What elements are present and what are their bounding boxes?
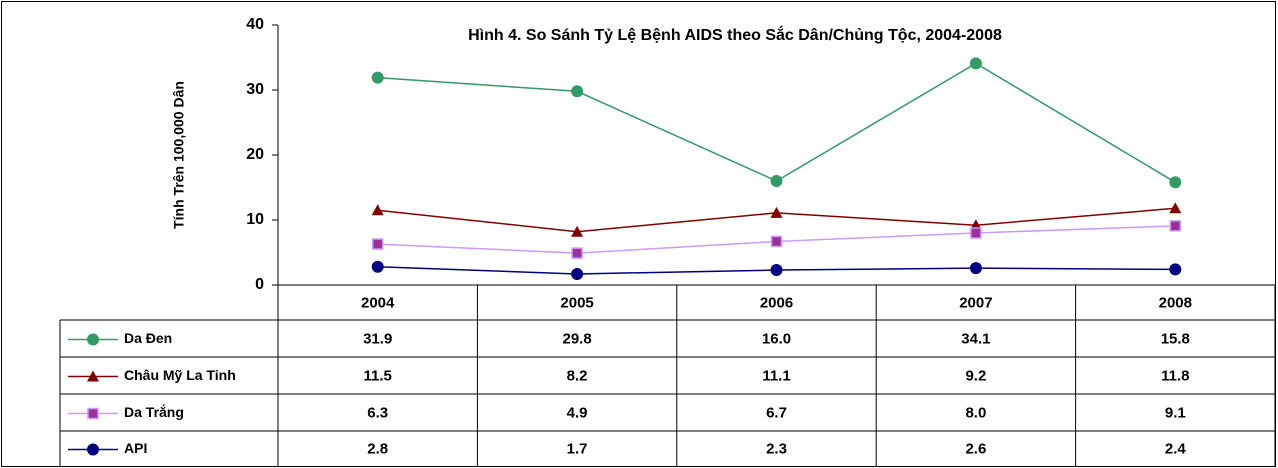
data-point	[969, 57, 982, 70]
y-tick-label: 20	[246, 146, 264, 163]
data-label: 9.2	[965, 367, 986, 384]
data-label: 6.3	[367, 404, 388, 421]
legend-marker	[87, 407, 99, 420]
data-point	[371, 260, 384, 273]
data-label: 31.9	[363, 330, 392, 347]
legend-marker	[87, 333, 99, 346]
data-point	[571, 225, 584, 237]
data-point	[371, 238, 384, 250]
data-label: 4.9	[567, 404, 588, 421]
data-point	[571, 247, 583, 259]
data-point	[970, 227, 982, 239]
legend-marker	[87, 443, 99, 456]
data-point	[1169, 202, 1182, 214]
y-tick-label: 30	[246, 81, 264, 98]
data-point	[770, 264, 783, 277]
data-point	[1169, 176, 1182, 189]
legend-marker	[87, 370, 99, 382]
x-tick-label: 2004	[361, 294, 395, 311]
data-point	[571, 267, 584, 280]
data-label: 34.1	[961, 330, 990, 347]
data-label: 2.4	[1165, 440, 1187, 457]
data-label: 8.2	[567, 367, 588, 384]
y-axis-label: Tính Trên 100,000 Dân	[171, 81, 187, 229]
x-tick-label: 2007	[959, 294, 992, 311]
data-label: 6.7	[766, 404, 787, 421]
data-label: 9.1	[1165, 404, 1186, 421]
data-label: 11.8	[1161, 367, 1189, 384]
chart-title: Hình 4. So Sánh Tỷ Lệ Bệnh AIDS theo Sắc…	[468, 25, 1002, 44]
data-point	[571, 85, 584, 98]
data-point	[1169, 263, 1182, 276]
x-tick-label: 2005	[560, 294, 593, 311]
data-label: 2.8	[367, 440, 388, 457]
x-tick-label: 2008	[1159, 294, 1192, 311]
data-label: 11.5	[364, 367, 392, 384]
data-label: 1.7	[567, 440, 588, 457]
data-label: 2.6	[965, 440, 986, 457]
data-point	[770, 235, 783, 248]
data-label: 16.0	[762, 330, 791, 347]
y-tick-label: 40	[246, 16, 264, 33]
data-label: 15.8	[1161, 330, 1190, 347]
data-label: 29.8	[562, 330, 591, 347]
legend-label: Da Đen	[124, 330, 172, 346]
legend-label: API	[124, 440, 147, 456]
legend-label: Da Trắng	[124, 403, 184, 420]
data-point	[371, 71, 384, 84]
data-point	[770, 206, 783, 218]
data-point	[969, 262, 982, 275]
data-label: 8.0	[965, 404, 986, 421]
data-label: 2.3	[766, 440, 787, 457]
data-point	[770, 175, 783, 187]
data-label: 11.1	[762, 367, 790, 384]
y-tick-label: 10	[246, 211, 264, 228]
data-point	[1169, 220, 1182, 232]
data-point	[371, 204, 384, 216]
x-tick-label: 2006	[760, 294, 793, 311]
y-tick-label: 0	[255, 276, 264, 293]
legend-label: Châu Mỹ La Tinh	[124, 367, 236, 383]
